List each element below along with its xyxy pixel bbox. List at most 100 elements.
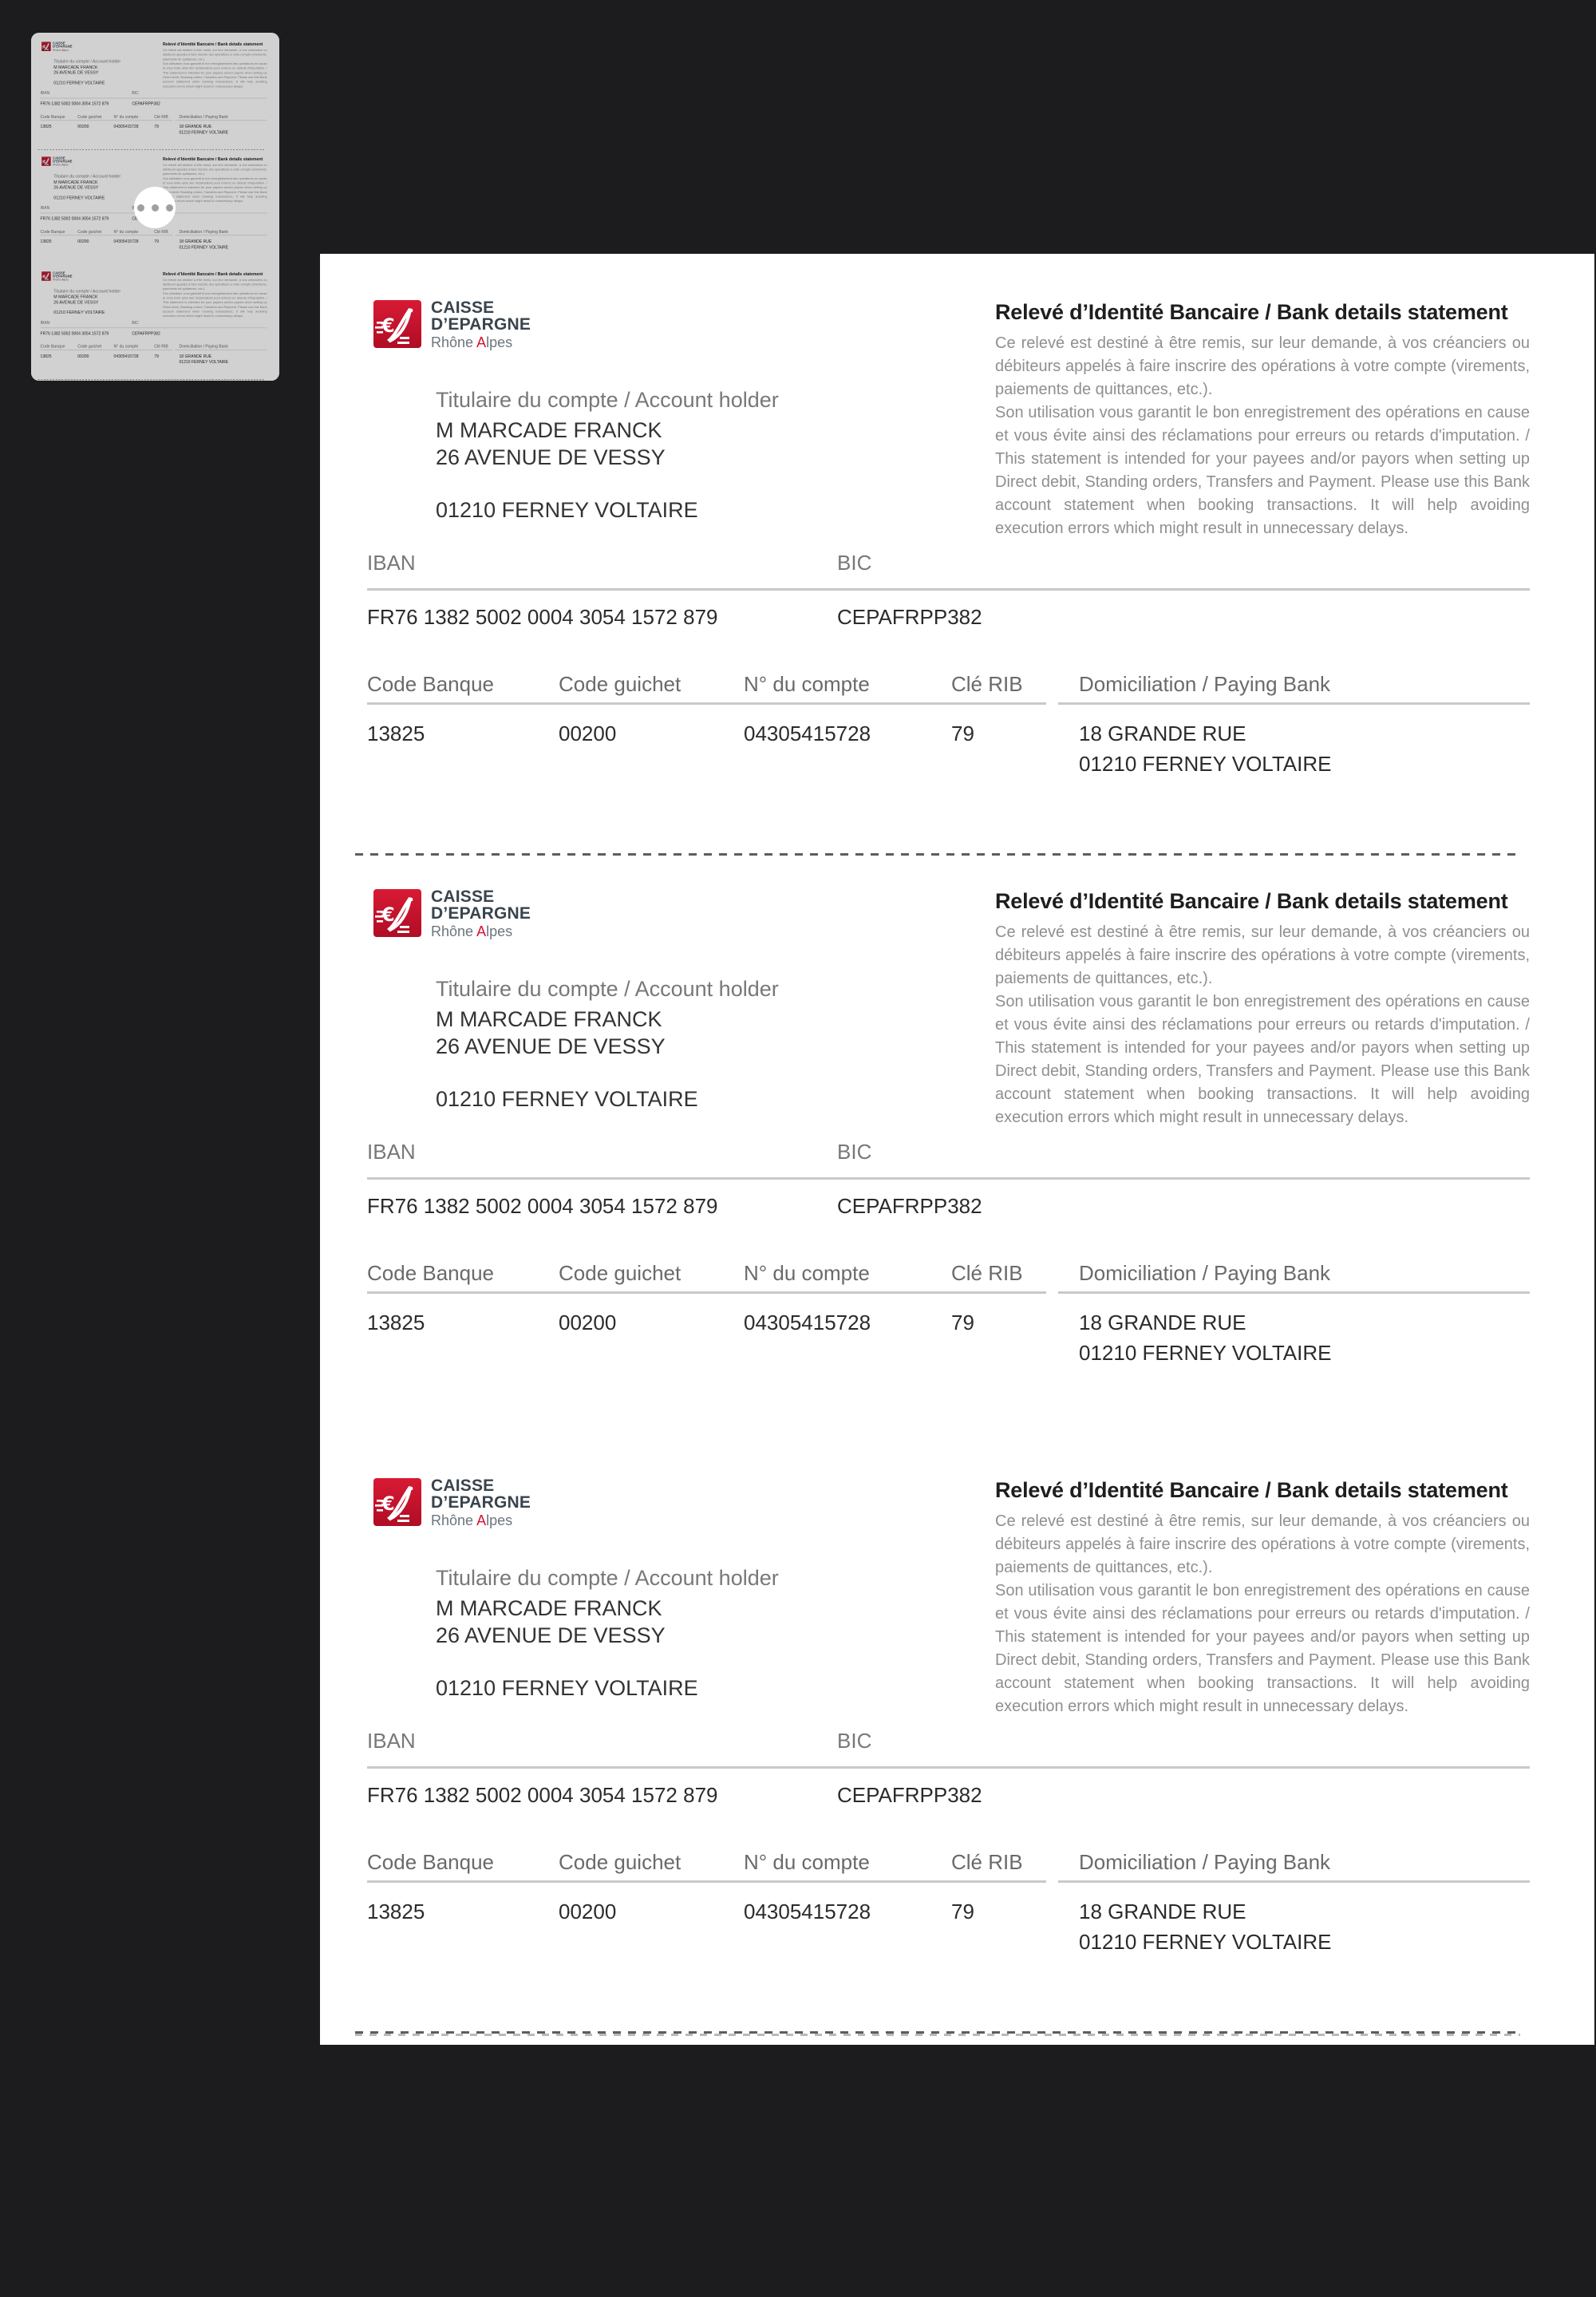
table-header-underline — [367, 702, 1046, 705]
account-holder-name: M MARCADE FRANCK — [436, 1007, 662, 1031]
cut-line-separator — [355, 853, 1520, 856]
bank-code-value: 13825 — [367, 1311, 425, 1334]
bank-code-value: 13825 — [367, 1900, 425, 1923]
bic-label: BIC — [132, 320, 139, 326]
domiciliation-line1: 18 GRANDE RUE — [179, 354, 212, 358]
statement-usage-text: Son utilisation vous garantit le bon enr… — [995, 404, 1530, 537]
iban-value: FR76 1382 5002 0004 3054 1572 879 — [367, 605, 718, 629]
statement-usage-text: Son utilisation vous garantit le bon enr… — [162, 176, 267, 204]
branch-code-value: 00200 — [77, 124, 89, 129]
col-header-branch-code: Code guichet — [559, 1850, 681, 1874]
dot-icon — [165, 204, 173, 212]
account-holder-street: 26 AVENUE DE VESSY — [53, 184, 99, 190]
brand-wordmark: CAISSE D’EPARGNE Rhône Alpes — [53, 156, 72, 167]
table-header-underline — [40, 235, 173, 236]
svg-text:€: € — [381, 903, 395, 926]
brand-name-line1: CAISSE — [431, 888, 495, 906]
document-viewer: € CAISSE D’EPARGNE Rhône Alpes Titulaire… — [320, 254, 1594, 2045]
statement-intro-text: Ce relevé est destiné à être remis, sur … — [995, 1512, 1530, 1576]
statement-intro-text: Ce relevé est destiné à être remis, sur … — [162, 278, 267, 291]
brand-region: Rhône Alpes — [431, 923, 513, 939]
brand-name-line2: D’EPARGNE — [431, 315, 531, 334]
bank-code-value: 13825 — [40, 239, 52, 244]
brand-region: Rhône Alpes — [53, 163, 69, 167]
domiciliation-line1: 18 GRANDE RUE — [179, 124, 212, 129]
iban-label: IBAN — [40, 320, 50, 326]
iban-value: FR76 1382 5002 0004 3054 1572 879 — [367, 1194, 718, 1218]
statement-info: Relevé d’Identité Bancaire / Bank detail… — [163, 271, 267, 318]
statement-title: Relevé d’Identité Bancaire / Bank detail… — [162, 156, 263, 162]
account-holder-label: Titulaire du compte / Account holder — [53, 288, 121, 294]
statement-intro-text: Ce relevé est destiné à être remis, sur … — [162, 163, 267, 176]
brand-wordmark: CAISSE D’EPARGNE Rhône Alpes — [431, 299, 531, 351]
col-header-account-number: N° du compte — [113, 344, 139, 349]
col-header-bank-code: Code Banque — [40, 229, 65, 234]
svg-text:€: € — [381, 314, 395, 337]
bank-code-value: 13825 — [40, 354, 52, 358]
account-holder-city: 01210 FERNEY VOLTAIRE — [436, 1087, 698, 1111]
table-header-underline — [175, 235, 267, 236]
brand-region: Rhône Alpes — [431, 334, 513, 350]
cut-line-separator — [38, 149, 266, 151]
iban-value: FR76 1382 5002 0004 3054 1572 879 — [367, 1783, 718, 1807]
account-holder-label: Titulaire du compte / Account holder — [53, 58, 121, 64]
iban-label: IBAN — [40, 205, 50, 211]
brand-name-line1: CAISSE — [431, 298, 495, 317]
statement-title: Relevé d’Identité Bancaire / Bank detail… — [162, 271, 263, 276]
document-page: € CAISSE D’EPARGNE Rhône Alpes Titulaire… — [320, 254, 1594, 2045]
domiciliation-line1: 18 GRANDE RUE — [1079, 1311, 1246, 1334]
iban-label: IBAN — [367, 551, 416, 575]
iban-underline — [367, 1766, 1530, 1769]
rib-section: € CAISSE D’EPARGNE Rhône Alpes Titulaire… — [31, 35, 279, 151]
col-header-branch-code: Code guichet — [77, 344, 102, 349]
branch-code-value: 00200 — [77, 239, 89, 244]
col-header-domiciliation: Domiciliation / Paying Bank — [179, 229, 228, 234]
account-number-value: 04305415728 — [744, 1311, 871, 1334]
bic-value: CEPAFRPP382 — [837, 1783, 982, 1807]
statement-info: Relevé d’Identité Bancaire / Bank detail… — [163, 156, 267, 204]
svg-text:€: € — [42, 45, 45, 49]
caisse-epargne-logo-icon: € — [41, 271, 51, 281]
iban-underline — [40, 327, 267, 329]
account-holder-city: 01210 FERNEY VOLTAIRE — [53, 80, 105, 85]
statement-intro-text: Ce relevé est destiné à être remis, sur … — [995, 923, 1530, 987]
rib-section: € CAISSE D’EPARGNE Rhône Alpes Titulaire… — [31, 265, 279, 380]
account-number-value: 04305415728 — [113, 239, 139, 244]
account-holder-city: 01210 FERNEY VOLTAIRE — [436, 1676, 698, 1700]
account-holder-street: 26 AVENUE DE VESSY — [436, 445, 666, 469]
account-holder-name: M MARCADE FRANCK — [53, 65, 98, 70]
page-thumbnail[interactable]: € CAISSE D’EPARGNE Rhône Alpes Titulaire… — [31, 33, 279, 381]
col-header-domiciliation: Domiciliation / Paying Bank — [179, 114, 228, 120]
svg-text:€: € — [42, 160, 45, 164]
col-header-rib-key: Clé RIB — [154, 229, 168, 234]
statement-title: Relevé d’Identité Bancaire / Bank detail… — [162, 42, 263, 47]
brand-region: Rhône Alpes — [53, 48, 69, 52]
statement-info: Relevé d’Identité Bancaire / Bank detail… — [163, 42, 267, 89]
iban-value: FR76 1382 5002 0004 3054 1572 879 — [40, 330, 109, 336]
col-header-rib-key: Clé RIB — [154, 344, 168, 349]
bottom-cut-line — [38, 379, 266, 381]
col-header-domiciliation: Domiciliation / Paying Bank — [1079, 1850, 1331, 1874]
brand-name-line1: CAISSE — [53, 41, 65, 45]
col-header-bank-code: Code Banque — [367, 672, 495, 696]
branch-code-value: 00200 — [559, 1311, 617, 1334]
rib-key-value: 79 — [154, 239, 159, 244]
account-number-value: 04305415728 — [744, 722, 871, 745]
statement-usage-text: Son utilisation vous garantit le bon enr… — [162, 61, 267, 89]
account-holder-label: Titulaire du compte / Account holder — [436, 977, 779, 1001]
thumbnail-preview: € CAISSE D’EPARGNE Rhône Alpes Titulaire… — [31, 33, 279, 381]
table-header-underline — [1058, 1880, 1530, 1883]
bank-code-value: 13825 — [367, 722, 425, 745]
domiciliation-line2: 01210 FERNEY VOLTAIRE — [179, 129, 229, 135]
brand-name-line2: D’EPARGNE — [53, 45, 73, 49]
brand-region: Rhône Alpes — [53, 278, 69, 282]
caisse-epargne-logo-icon: € — [373, 889, 421, 937]
domiciliation-line2: 01210 FERNEY VOLTAIRE — [179, 359, 229, 365]
more-options-button[interactable] — [134, 187, 176, 228]
bic-value: CEPAFRPP382 — [132, 101, 160, 106]
iban-underline — [367, 588, 1530, 591]
col-header-domiciliation: Domiciliation / Paying Bank — [1079, 672, 1331, 696]
col-header-branch-code: Code guichet — [559, 672, 681, 696]
col-header-bank-code: Code Banque — [367, 1261, 495, 1285]
branch-code-value: 00200 — [77, 354, 89, 358]
